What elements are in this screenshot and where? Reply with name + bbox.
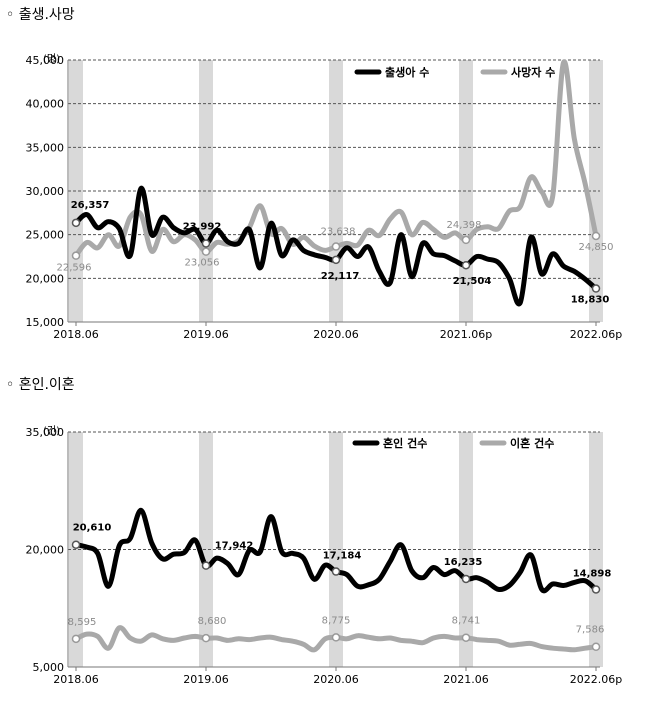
- data-label: 21,504: [453, 276, 492, 287]
- data-label: 23,638: [321, 227, 356, 238]
- data-label: 26,357: [71, 200, 110, 211]
- data-marker: [591, 585, 601, 594]
- legend-label: 혼인 건수: [383, 436, 427, 450]
- y-unit-label: (건): [43, 425, 60, 437]
- data-label: 16,235: [444, 557, 483, 568]
- data-marker: [201, 247, 211, 256]
- data-label: 14,898: [573, 568, 612, 579]
- data-label: 24,398: [447, 220, 482, 231]
- y-tick-label: 40,000: [26, 98, 65, 111]
- data-marker: [591, 231, 601, 241]
- data-marker: [71, 251, 81, 260]
- x-tick-label: 2019.06: [183, 673, 229, 686]
- data-label: 17,942: [215, 541, 254, 552]
- data-marker: [331, 242, 341, 251]
- x-tick-label: 2020.06: [313, 673, 359, 686]
- y-tick-label: 30,000: [26, 185, 65, 198]
- data-label: 22,117: [321, 271, 360, 282]
- data-marker: [461, 633, 471, 642]
- data-marker: [71, 540, 81, 549]
- section-title-birth-death: ◦ 출생.사망: [6, 7, 75, 23]
- x-tick-label: 2021.06p: [440, 328, 492, 341]
- data-marker: [331, 567, 341, 576]
- data-label: 24,850: [579, 242, 614, 253]
- x-tick-label: 2022.06p: [570, 328, 622, 341]
- data-label: 8,595: [68, 617, 97, 628]
- data-label: 7,586: [576, 625, 605, 636]
- x-tick-label: 2019.06: [183, 328, 229, 341]
- data-label: 8,741: [452, 616, 481, 627]
- data-label: 8,775: [322, 615, 351, 626]
- y-tick-label: 35,000: [26, 141, 65, 154]
- data-marker: [201, 239, 211, 248]
- y-tick-label: 20,000: [26, 272, 65, 285]
- data-marker: [591, 642, 601, 651]
- data-label: 23,056: [185, 258, 220, 269]
- data-marker: [461, 574, 471, 584]
- data-marker: [71, 218, 81, 228]
- y-unit-label: (명): [43, 53, 60, 65]
- x-tick-label: 2018.06: [53, 673, 99, 686]
- x-tick-label: 2021.06: [443, 673, 489, 686]
- data-marker: [591, 284, 601, 293]
- marriage-divorce-chart: 5,000 20,000 35,000(건) 2018.06 2019.06 2020.0…: [26, 425, 623, 686]
- data-label: 20,610: [73, 523, 112, 534]
- data-marker: [201, 561, 211, 570]
- section-title-marriage-divorce: ◦ 혼인.이혼: [6, 377, 75, 393]
- data-label: 22,596: [57, 263, 92, 274]
- data-marker: [331, 633, 341, 642]
- x-tick-label: 2018.06: [53, 328, 99, 341]
- data-label: 23,992: [183, 221, 222, 232]
- y-tick-label: 35,000: [26, 426, 65, 439]
- data-marker: [71, 634, 81, 644]
- legend-label: 이혼 건수: [510, 436, 554, 450]
- y-tick-label: 5,000: [33, 661, 65, 674]
- x-tick-label: 2022.06p: [570, 673, 622, 686]
- data-marker: [461, 235, 471, 245]
- data-marker: [201, 633, 211, 643]
- data-marker: [461, 260, 471, 270]
- y-tick-label: 25,000: [26, 229, 65, 242]
- data-marker: [331, 255, 341, 265]
- y-tick-label: 45,000: [26, 54, 65, 67]
- y-tick-label: 15,000: [26, 316, 65, 329]
- x-tick-label: 2020.06: [313, 328, 359, 341]
- data-label: 17,184: [323, 551, 362, 562]
- y-tick-label: 20,000: [26, 544, 65, 557]
- legend-label: 사망자 수: [511, 65, 555, 79]
- legend-label: 출생아 수: [385, 65, 429, 79]
- data-label: 18,830: [571, 295, 610, 306]
- data-label: 8,680: [198, 616, 227, 627]
- birth-death-chart: 15,000 20,000 25,000 30,000 35,000 40,000 45,0…: [26, 53, 623, 341]
